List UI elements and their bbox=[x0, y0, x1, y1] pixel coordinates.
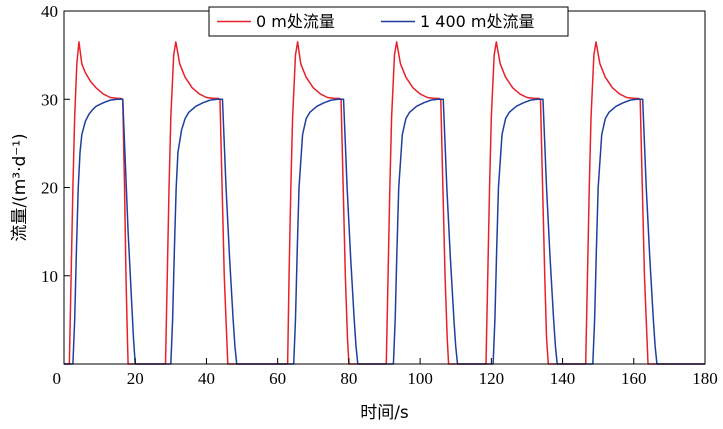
y-tick-label: 40 bbox=[41, 2, 58, 21]
y-tick-label: 20 bbox=[41, 179, 58, 198]
x-tick-label: 100 bbox=[407, 369, 433, 388]
plot-frame bbox=[63, 10, 706, 365]
legend-label-1: 1 400 m处流量 bbox=[420, 12, 534, 31]
y-axis-title: 流量/(m³·d⁻¹) bbox=[10, 133, 30, 241]
x-tick-label: 20 bbox=[127, 369, 144, 388]
x-tick-label: 180 bbox=[692, 369, 718, 388]
x-tick-label: 140 bbox=[550, 369, 576, 388]
y-tick-label: 10 bbox=[41, 267, 58, 286]
x-tick-label: 120 bbox=[479, 369, 505, 388]
legend: 0 m处流量 1 400 m处流量 bbox=[208, 6, 569, 37]
x-tick-label: 40 bbox=[198, 369, 215, 388]
x-axis-title: 时间/s bbox=[360, 403, 409, 423]
x-tick-label: 160 bbox=[621, 369, 647, 388]
origin-label: 0 bbox=[53, 369, 62, 388]
series-line-0 bbox=[64, 41, 705, 365]
series-layer bbox=[64, 41, 705, 365]
series-line-1 bbox=[64, 98, 705, 365]
y-tick-label: 30 bbox=[41, 90, 58, 109]
ticks-layer: 20 40 60 80 100 120 140 160 180 10 20 30 40 bbox=[41, 2, 718, 388]
x-tick-label: 80 bbox=[340, 369, 357, 388]
legend-label-0: 0 m处流量 bbox=[256, 12, 335, 31]
x-tick-label: 60 bbox=[269, 369, 286, 388]
